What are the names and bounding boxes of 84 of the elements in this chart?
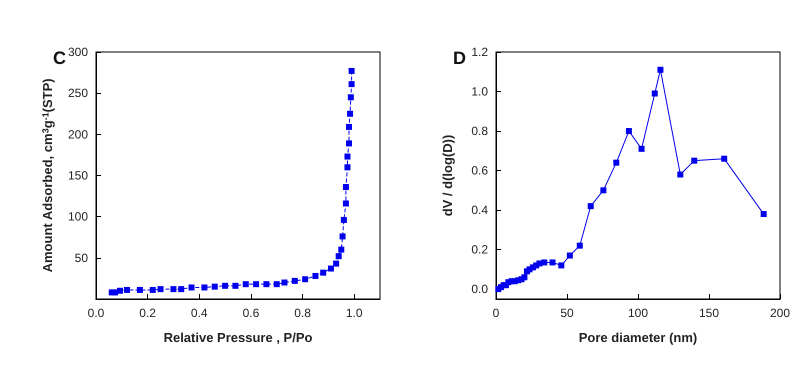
x-tick-label: 0.4 — [190, 306, 208, 320]
x-axis-title: Pore diameter (nm) — [578, 330, 698, 345]
point — [263, 281, 270, 288]
y-axis-title: Amount Adsorbed, cm3g-1(STP) — [40, 78, 55, 272]
point — [691, 158, 698, 164]
point — [342, 200, 349, 206]
point — [566, 252, 573, 259]
x-tick-label: 1.0 — [346, 306, 363, 320]
point — [657, 66, 664, 73]
point — [638, 146, 645, 152]
point — [302, 276, 308, 282]
point — [124, 286, 130, 293]
point — [222, 282, 228, 289]
point — [344, 154, 350, 160]
point — [588, 203, 594, 210]
point — [340, 233, 346, 240]
point — [626, 128, 632, 134]
point — [136, 286, 143, 293]
point — [348, 68, 355, 74]
y-tick-label: 0.8 — [471, 124, 488, 138]
point — [178, 286, 184, 292]
point — [600, 187, 606, 194]
point — [346, 140, 352, 146]
point — [338, 246, 344, 253]
point — [677, 172, 684, 178]
x-tick-label: 0.8 — [294, 306, 312, 320]
y-tick-label: 150 — [68, 168, 88, 182]
point — [150, 286, 156, 293]
point — [760, 211, 767, 218]
point — [541, 259, 548, 266]
y-tick-label: 250 — [68, 86, 88, 100]
y-tick-label: 200 — [68, 127, 88, 142]
point — [170, 286, 176, 292]
x-tick-label: 100 — [628, 306, 648, 320]
point — [292, 278, 298, 284]
x-tick-label: 0 — [492, 306, 500, 320]
point — [346, 124, 352, 130]
point — [312, 272, 318, 279]
y-tick-label: 0.0 — [471, 282, 488, 296]
point — [721, 156, 728, 162]
chart-title: C — [53, 48, 66, 68]
point — [328, 266, 334, 272]
point — [253, 281, 260, 288]
point — [652, 90, 658, 96]
y-axis-title: dV / d(log(D)) — [440, 134, 455, 216]
point — [117, 288, 124, 294]
point — [320, 270, 326, 276]
point — [158, 286, 164, 292]
point — [281, 280, 288, 286]
point — [242, 281, 249, 288]
y-tick-label: 100 — [68, 210, 88, 224]
point — [333, 260, 340, 267]
x-tick-label: 0.6 — [242, 306, 260, 320]
point — [344, 164, 350, 170]
y-tick-label: 1.2 — [471, 45, 488, 59]
x-tick-label: 200 — [770, 306, 790, 320]
y-tick-label: 0.2 — [471, 242, 488, 257]
chart-title: D — [453, 48, 466, 68]
point — [348, 94, 354, 100]
y-tick-label: 300 — [68, 45, 88, 59]
point — [550, 259, 556, 266]
point — [576, 242, 583, 249]
x-tick-label: 150 — [698, 306, 720, 320]
y-tick-label: 0.4 — [471, 203, 488, 218]
point — [342, 184, 349, 190]
point — [340, 216, 347, 223]
point — [274, 281, 280, 288]
x-axis-title: Relative Pressure , P/Po — [164, 330, 312, 345]
point — [521, 274, 528, 280]
point — [232, 282, 238, 289]
point — [558, 262, 564, 268]
y-tick-label: 1.0 — [471, 84, 488, 99]
point — [348, 81, 355, 88]
y-tick-label: 50 — [74, 250, 88, 265]
x-tick-label: 50 — [560, 306, 574, 320]
y-tick-label: 0.6 — [471, 164, 488, 178]
x-tick-label: 0.0 — [88, 306, 105, 320]
x-tick-label: 0.2 — [139, 306, 156, 320]
point — [347, 110, 354, 117]
point — [212, 284, 218, 290]
point — [201, 284, 208, 290]
point — [613, 160, 620, 166]
point — [336, 253, 342, 260]
point — [188, 284, 195, 290]
